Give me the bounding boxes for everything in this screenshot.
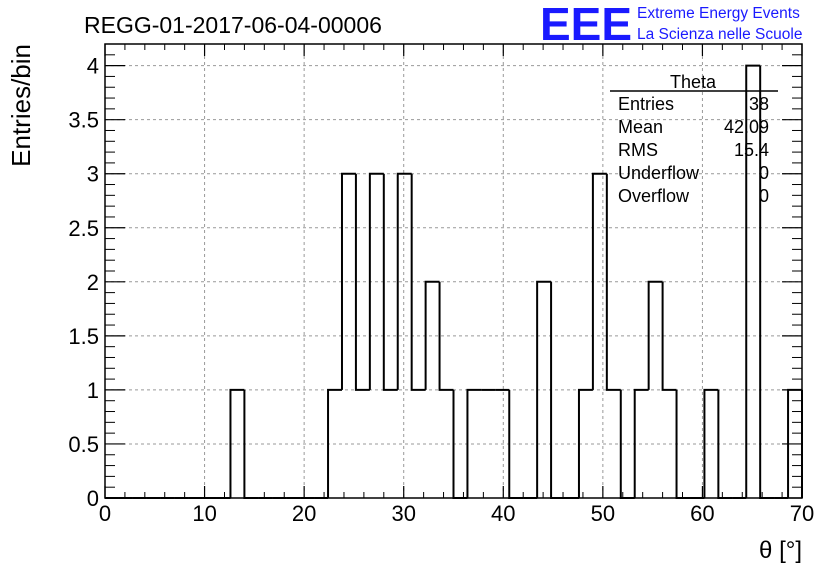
y-axis: 0 0.5 1 1.5 2 2.5 3 3.5 4	[68, 54, 802, 511]
stats-value-entries: 38	[749, 94, 769, 114]
y-tick-label: 3.5	[68, 108, 99, 133]
y-tick-label: 1	[87, 378, 99, 403]
histogram-bin	[229, 388, 245, 498]
y-tick-label: 1.5	[68, 324, 99, 349]
stats-value-mean: 42.09	[724, 117, 769, 137]
histogram-bin	[647, 280, 663, 390]
logo-line-2: La Scienza nelle Scuole	[637, 26, 802, 43]
y-tick-label: 3	[87, 162, 99, 187]
chart-title: REGG-01-2017-06-04-00006	[84, 12, 382, 38]
histogram-bin	[466, 388, 482, 498]
eee-logo: EEE Extreme Energy Events La Scienza nel…	[540, 0, 802, 50]
stats-label-rms: RMS	[618, 140, 658, 160]
y-tick-label: 0.5	[68, 432, 99, 457]
stats-label-underflow: Underflow	[618, 163, 700, 183]
histogram-bin	[396, 172, 412, 390]
histogram-bin	[605, 173, 621, 391]
x-tick-label: 50	[591, 501, 615, 526]
y-tick-label: 2	[87, 270, 99, 295]
stats-label-entries: Entries	[618, 94, 674, 114]
histogram-bin	[591, 172, 607, 390]
stats-value-rms: 15.4	[734, 140, 769, 160]
histogram-bin	[536, 280, 552, 498]
stats-label-overflow: Overflow	[618, 186, 690, 206]
x-axis-label: θ [°]	[759, 537, 802, 564]
eee-logo-mark: EEE	[540, 0, 632, 50]
histogram-bin	[438, 281, 454, 391]
histogram-bin	[340, 172, 356, 390]
histogram-bin	[368, 172, 384, 390]
logo-line-1: Extreme Energy Events	[637, 5, 800, 22]
x-tick-label: 70	[790, 501, 814, 526]
stats-value-underflow: 0	[759, 163, 769, 183]
x-tick-label: 30	[391, 501, 415, 526]
histogram-bin	[745, 64, 761, 498]
histogram-bin	[703, 388, 719, 498]
histogram-bin	[424, 280, 440, 390]
x-tick-label: 0	[99, 501, 111, 526]
stats-title: Theta	[670, 72, 717, 92]
y-tick-label: 0	[87, 486, 99, 511]
stats-value-overflow: 0	[759, 186, 769, 206]
stats-box: Theta Entries 38 Mean 42.09 RMS 15.4 Und…	[610, 72, 778, 206]
stats-label-mean: Mean	[618, 117, 663, 137]
histogram-bin	[661, 281, 677, 391]
y-axis-label: Entries/bin	[6, 44, 36, 167]
x-axis: 0 10 20 30 40 50 60 70	[99, 44, 814, 526]
x-tick-label: 40	[491, 501, 515, 526]
histogram-bin	[410, 173, 426, 391]
x-tick-label: 60	[690, 501, 714, 526]
x-tick-label: 20	[292, 501, 316, 526]
histogram-bin	[633, 388, 649, 498]
histogram-bin	[382, 173, 398, 391]
histogram-bin	[354, 173, 370, 391]
histogram-bin	[577, 388, 593, 498]
y-tick-label: 2.5	[68, 216, 99, 241]
x-tick-label: 10	[192, 501, 216, 526]
histogram-bin	[327, 388, 342, 498]
y-tick-label: 4	[87, 54, 99, 79]
